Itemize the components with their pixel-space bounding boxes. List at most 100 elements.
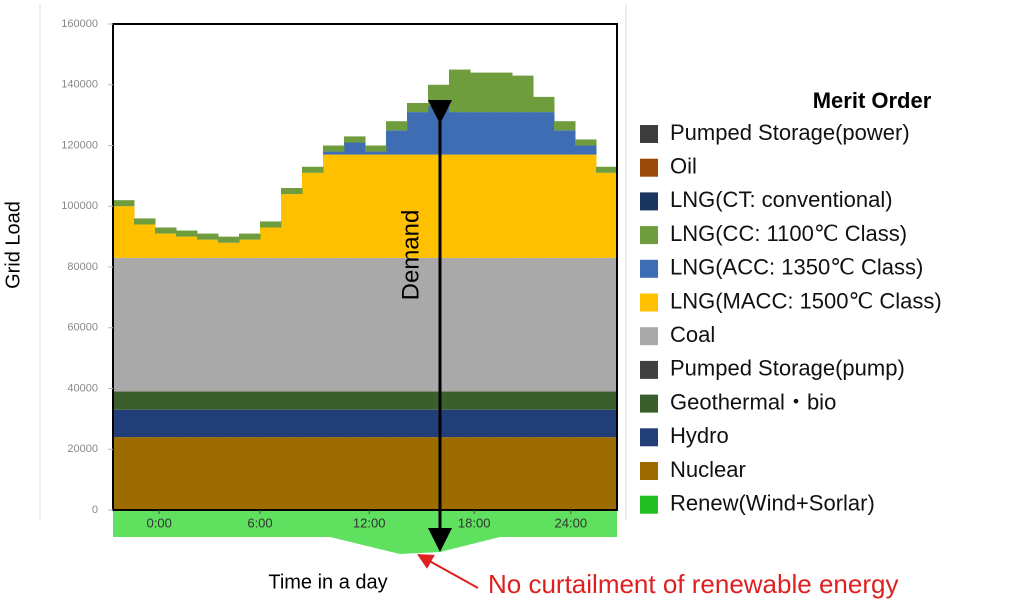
area-segment [113,409,135,438]
area-segment [323,391,345,410]
y-tick-label: 40000 [67,382,98,394]
x-tick-label: 6:00 [247,515,272,530]
area-segment [176,437,198,510]
area-segment [575,437,597,510]
area-segment [155,391,177,410]
y-tick-label: 160000 [61,18,98,30]
area-segment [176,391,198,410]
area-segment [323,409,345,438]
y-tick-label: 120000 [61,139,98,151]
legend-swatch [640,226,658,245]
area-segment [113,257,135,392]
area-segment [281,409,303,438]
legend-label: LNG(ACC: 1350℃ Class) [670,255,923,280]
area-segment [302,437,324,510]
area-segment [323,154,345,258]
area-segment [155,257,177,392]
area-segment [596,257,618,392]
area-segment [197,437,219,510]
area-segment [281,257,303,392]
area-segment [554,437,576,510]
area-segment [302,409,324,438]
area-segment [470,391,492,410]
area-segment [491,257,513,392]
legend-swatch [640,394,658,413]
area-segment [449,69,471,113]
area-segment [176,236,198,258]
area-segment [197,233,219,240]
legend-swatch [640,360,658,379]
area-segment [449,437,471,510]
legend-label: Coal [670,322,715,347]
area-segment [155,437,177,510]
area-segment [218,236,240,243]
area-segment [533,96,555,113]
area-segment [512,409,534,438]
area-segment [491,409,513,438]
legend-label: Renew(Wind+Sorlar) [670,491,875,516]
area-segment [344,136,366,143]
area-segment [533,409,555,438]
area-segment [344,154,366,258]
area-segment [218,257,240,392]
area-segment [575,139,597,146]
area-segment [365,437,387,510]
area-segment [533,437,555,510]
area-segment [554,257,576,392]
legend-label: Oil [670,154,697,179]
area-segment [365,151,387,155]
area-segment [554,409,576,438]
area-segment [302,391,324,410]
area-segment [386,257,408,392]
area-segment [575,409,597,438]
area-segment [155,233,177,258]
area-segment [365,154,387,258]
area-segment [365,145,387,152]
y-tick-label: 100000 [61,200,98,212]
area-segment [113,200,135,207]
area-segment [365,257,387,392]
area-segment [407,257,429,392]
legend-swatch [640,428,658,447]
legend-swatch [640,327,658,346]
pointer-arrow [417,554,479,589]
y-tick-label: 60000 [67,322,98,334]
legend-label: LNG(CC: 1100℃ Class) [670,221,907,246]
legend-label: LNG(MACC: 1500℃ Class) [670,288,942,313]
curtailment-note: No curtailment of renewable energy [488,569,898,599]
legend-swatch [640,293,658,312]
x-axis-label: Time in a day [268,571,387,593]
y-tick-label: 0 [92,504,98,516]
area-segment [260,437,282,510]
area-segment [239,257,261,392]
area-segment [176,257,198,392]
area-segment [407,391,429,410]
area-segment [596,391,618,410]
area-segment [491,391,513,410]
area-segment [470,409,492,438]
area-segment [575,391,597,410]
area-segment [197,239,219,258]
area-segment [449,154,471,258]
legend-label: Geothermal・bio [670,389,836,414]
area-segment [323,257,345,392]
x-tick-label: 0:00 [147,515,172,530]
area-segment [512,437,534,510]
area-segment [386,121,408,131]
area-segment [113,206,135,258]
legend-label: Nuclear [670,457,746,482]
area-segment [491,72,513,113]
area-segment [323,437,345,510]
area-segment [281,391,303,410]
area-segment [155,409,177,438]
area-segment [197,257,219,392]
area-segment [197,409,219,438]
area-segment [554,130,576,155]
area-segment [260,409,282,438]
area-segment [386,437,408,510]
x-tick-label: 24:00 [555,515,588,530]
area-segment [155,227,177,234]
area-segment [575,154,597,258]
area-segment [323,151,345,155]
